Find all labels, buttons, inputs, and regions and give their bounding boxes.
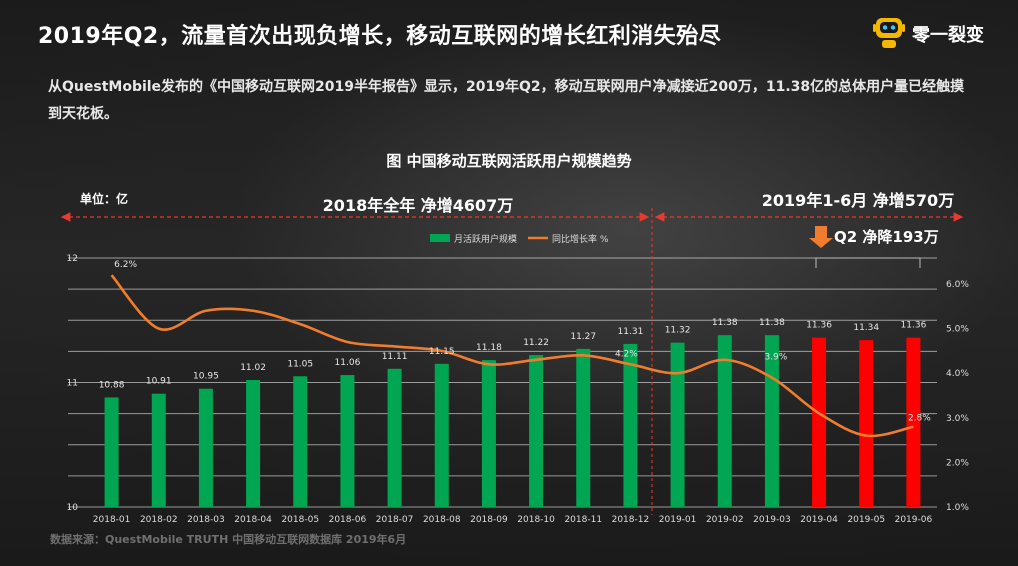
annotation-2019-h1: 2019年1-6月 净增570万 [762, 191, 954, 210]
bar-2018-04 [246, 380, 261, 507]
annotation-q2: Q2 净降193万 [834, 228, 939, 246]
bar-2019-04 [812, 337, 827, 507]
bar-2018-09 [481, 360, 496, 507]
y2-tick-label: 3.0% [946, 414, 969, 424]
x-tick-label: 2018-01 [93, 515, 131, 525]
x-tick-label: 2019-02 [706, 515, 744, 525]
bar-2018-03 [198, 388, 213, 507]
x-tick-label: 2018-08 [423, 515, 461, 525]
bar-2018-05 [293, 376, 308, 507]
rate-point-label: 4.2% [615, 349, 638, 359]
x-tick-label: 2019-03 [753, 515, 791, 525]
brand-name: 零一裂变 [912, 25, 984, 46]
x-tick-label: 2018-06 [329, 515, 367, 525]
growth-rate-line [110, 274, 914, 438]
bar-2018-06 [340, 375, 355, 507]
bar-value-label: 10.95 [193, 372, 219, 382]
intro-text: 从QuestMobile发布的《中国移动互联网2019半年报告》显示，2019年… [48, 79, 965, 122]
axis-layer: 2018-01 2018-02 2018-03 2018-04 2018-05 2018-… [67, 254, 970, 525]
bar-value-label: 11.27 [570, 332, 596, 342]
bar-value-label: 11.05 [287, 359, 313, 369]
bar-2019-05 [859, 340, 874, 507]
rate-point-label: 2.8% [908, 414, 931, 424]
brand-logo: 零一裂变 [870, 12, 1010, 52]
q2-bracket [815, 257, 921, 268]
headline: 2019年Q2，流量首次出现负增长，移动互联网的增长红利消失殆尽 [38, 24, 722, 49]
down-arrow-icon [809, 226, 833, 248]
legend: 月活跃用户规模 同比增长率 % [430, 233, 609, 245]
y2-tick-label: 4.0% [946, 369, 969, 379]
bar-value-label: 11.18 [476, 343, 502, 353]
line-layer [110, 274, 914, 438]
bar-value-label: 11.38 [759, 318, 785, 328]
robot-icon [873, 18, 905, 48]
bar-2019-06 [906, 337, 921, 507]
y2-tick-label: 5.0% [946, 325, 969, 335]
x-tick-label: 2018-04 [234, 515, 272, 525]
x-tick-label: 2018-02 [140, 515, 178, 525]
legend-label-bar: 月活跃用户规模 [454, 233, 517, 245]
legend-swatch-bar [430, 234, 450, 242]
bar-2018-10 [529, 355, 544, 507]
x-tick-label: 2018-10 [517, 515, 555, 525]
x-tick-label: 2019-06 [895, 515, 933, 525]
bar-2018-12 [623, 343, 638, 507]
grid-layer [68, 257, 937, 508]
x-tick-label: 2018-05 [281, 515, 319, 525]
x-tick-label: 2019-05 [847, 515, 885, 525]
bar-value-label: 11.15 [429, 347, 455, 357]
bar-value-label: 11.32 [665, 326, 691, 336]
bar-value-label: 11.02 [240, 363, 266, 373]
bar-2019-02 [717, 335, 732, 507]
x-tick-label: 2019-04 [800, 515, 838, 525]
bar-value-label: 11.38 [712, 318, 738, 328]
unit-label: 单位：亿 [80, 192, 129, 206]
bar-2018-07 [387, 368, 402, 507]
y-tick-label: 12 [67, 254, 78, 264]
y2-tick-label: 1.0% [946, 503, 969, 513]
y2-tick-label: 6.0% [946, 280, 969, 290]
bar-value-label: 10.88 [99, 380, 125, 390]
x-tick-label: 2018-11 [564, 515, 602, 525]
bar-2019-01 [670, 342, 685, 507]
bar-value-label: 11.36 [901, 321, 927, 331]
bar-value-label: 11.11 [382, 352, 408, 362]
chart-title: 图 中国移动互联网活跃用户规模趋势 [386, 152, 632, 170]
annotation-2018: 2018年全年 净增4607万 [323, 196, 514, 215]
rate-point-label: 6.2% [114, 260, 137, 270]
data-source: 数据来源：QuestMobile TRUTH 中国移动互联网数据库 2019年6… [50, 533, 407, 546]
bar-2018-08 [434, 363, 449, 507]
legend-label-line: 同比增长率 % [552, 233, 609, 245]
bar-value-label: 11.06 [335, 358, 361, 368]
bar-value-label: 11.34 [853, 323, 879, 333]
x-tick-label: 2018-12 [612, 515, 650, 525]
bar-value-label: 11.31 [618, 327, 644, 337]
y2-tick-label: 2.0% [946, 458, 969, 468]
rate-point-label: 3.9% [764, 353, 787, 363]
x-tick-label: 2018-07 [376, 515, 414, 525]
y-tick-label: 10 [67, 503, 79, 513]
bar-2018-11 [576, 348, 591, 507]
labels-layer: 10.88 10.91 10.95 11.02 11.05 11.06 11.11 11.15… [99, 260, 932, 424]
bar-2018-02 [151, 393, 166, 507]
x-tick-label: 2019-01 [659, 515, 697, 525]
x-tick-label: 2018-09 [470, 515, 508, 525]
y-tick-label: 11 [67, 379, 78, 389]
bars-layer [104, 335, 921, 507]
bar-value-label: 11.36 [806, 321, 832, 331]
bar-value-label: 10.91 [146, 377, 172, 387]
bar-2019-03 [764, 335, 779, 507]
bar-2018-01 [104, 397, 119, 507]
bar-value-label: 11.22 [523, 338, 549, 348]
x-tick-label: 2018-03 [187, 515, 225, 525]
